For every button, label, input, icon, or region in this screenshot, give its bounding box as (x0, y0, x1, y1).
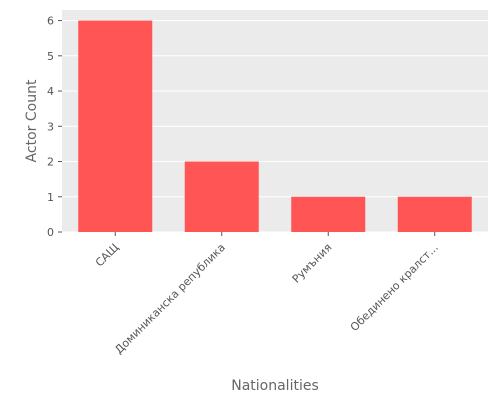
y-axis-label: Actor Count (24, 79, 40, 162)
bars-group (78, 20, 472, 233)
x-axis-label: Nationalities (231, 378, 319, 394)
y-tick-label-1: 1 (47, 191, 54, 204)
y-tick-label-5: 5 (47, 50, 54, 63)
x-tick-label-2: Румъния (290, 241, 335, 286)
y-tick-label-0: 0 (47, 226, 54, 239)
y-tick-label-4: 4 (47, 85, 54, 98)
bar-0 (78, 20, 153, 233)
x-tick-label-1: Доминиканска република (112, 241, 228, 357)
bar-3 (397, 196, 472, 232)
bar-2 (291, 196, 366, 232)
y-tick-label-2: 2 (47, 156, 54, 169)
x-tick-label-3: Обединено кралст... (348, 241, 441, 334)
y-axis-ticks: 0 1 2 3 4 5 6 (47, 15, 62, 239)
y-tick-label-3: 3 (47, 120, 54, 133)
y-tick-label-6: 6 (47, 15, 54, 28)
x-tick-label-0: САЩ (93, 241, 121, 269)
bar-1 (184, 161, 259, 232)
